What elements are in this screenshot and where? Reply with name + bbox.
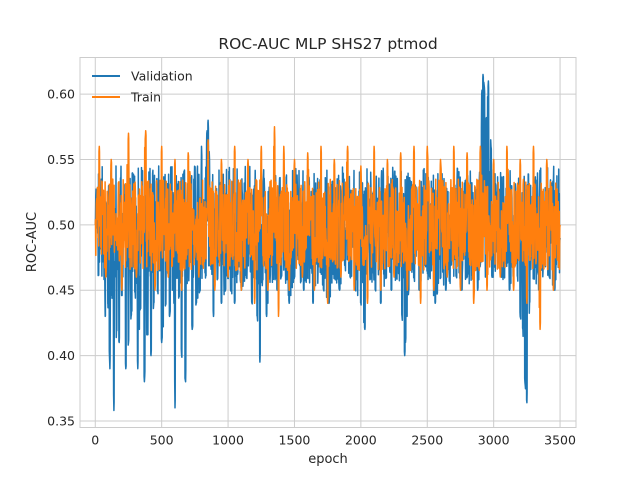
chart-title: ROC-AUC MLP SHS27 ptmod	[218, 35, 437, 53]
x-tick-label: 0	[91, 433, 99, 448]
series-lines	[94, 73, 561, 412]
x-tick-label: 3000	[478, 433, 510, 448]
y-tick-label: 0.35	[47, 413, 75, 428]
legend-validation-label: Validation	[131, 69, 193, 84]
y-tick-label: 0.45	[47, 283, 75, 298]
y-tick-label: 0.50	[47, 217, 75, 232]
plot-area-frame	[79, 57, 577, 428]
y-tick-label: 0.60	[47, 87, 75, 102]
x-tick-label: 2000	[345, 433, 377, 448]
legend: Validation Train	[92, 69, 193, 105]
x-tick-label: 1500	[279, 433, 311, 448]
x-tick-label: 500	[150, 433, 174, 448]
x-tick-label: 1000	[212, 433, 244, 448]
y-tick-label: 0.40	[47, 348, 75, 363]
series-line-train	[94, 126, 561, 331]
y-tick-label: 0.55	[47, 152, 75, 167]
tick-labels: 0 500 1000 1500 2000 2500 3000 3500 0.35 0.40 0.45…	[47, 87, 576, 448]
legend-train-label: Train	[130, 90, 161, 105]
x-axis-label: epoch	[308, 452, 348, 467]
y-axis-label: ROC-AUC	[25, 212, 40, 272]
x-tick-label: 3500	[544, 433, 576, 448]
x-tick-label: 2500	[411, 433, 443, 448]
